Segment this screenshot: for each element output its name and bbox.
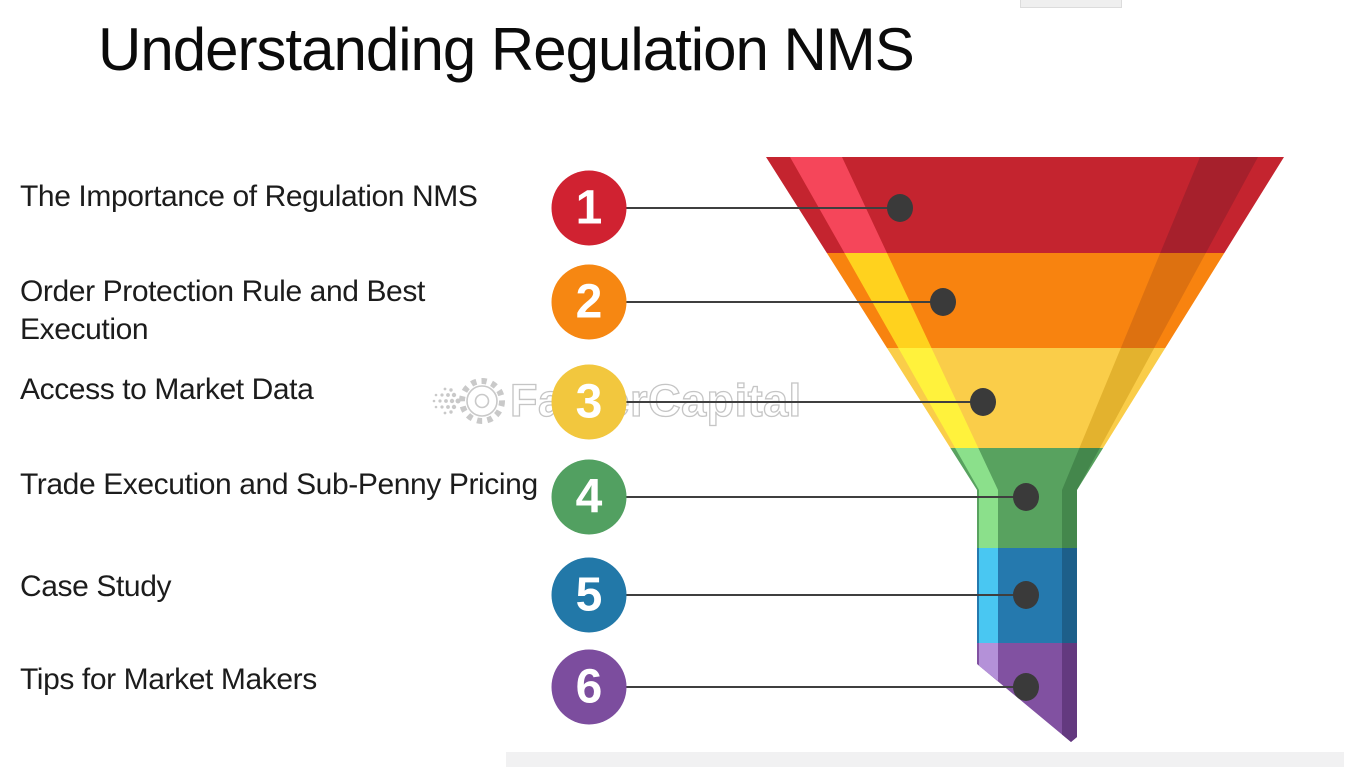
item-label-6: Tips for Market Makers [20,663,317,696]
cropped-ui-fragment [1020,0,1122,8]
item-label-1: The Importance of Regulation NMS [20,180,478,213]
fastercapital-gear-icon [432,378,505,424]
item-label-2: Order Protection Rule and Best Execution [20,275,425,346]
item-label-4: Trade Execution and Sub-Penny Pricing [20,468,538,501]
funnel-band-orange [766,253,1284,348]
page-title: Understanding Regulation NMS [98,16,915,83]
item-number-circle-3: 3 [551,364,627,440]
connector-dot-6 [1013,673,1039,701]
connector-dot-1 [887,194,913,222]
bottom-bar [506,752,1344,767]
item-number-circle-2: 2 [551,264,627,340]
item-number-circle-5: 5 [551,557,627,633]
item-number-circle-6: 6 [551,649,627,725]
item-label-5: Case Study [20,570,172,603]
funnel-band-yellow [766,348,1284,448]
connector-dot-4 [1013,483,1039,511]
connector-dot-3 [970,388,996,416]
gear-dot-spray [432,387,461,415]
item-number-circle-1: 1 [551,170,627,246]
funnel-bands [766,157,1284,742]
connector-dot-2 [930,288,956,316]
item-label-3: Access to Market Data [20,373,314,406]
item-number-circle-4: 4 [551,459,627,535]
connector-dot-5 [1013,581,1039,609]
